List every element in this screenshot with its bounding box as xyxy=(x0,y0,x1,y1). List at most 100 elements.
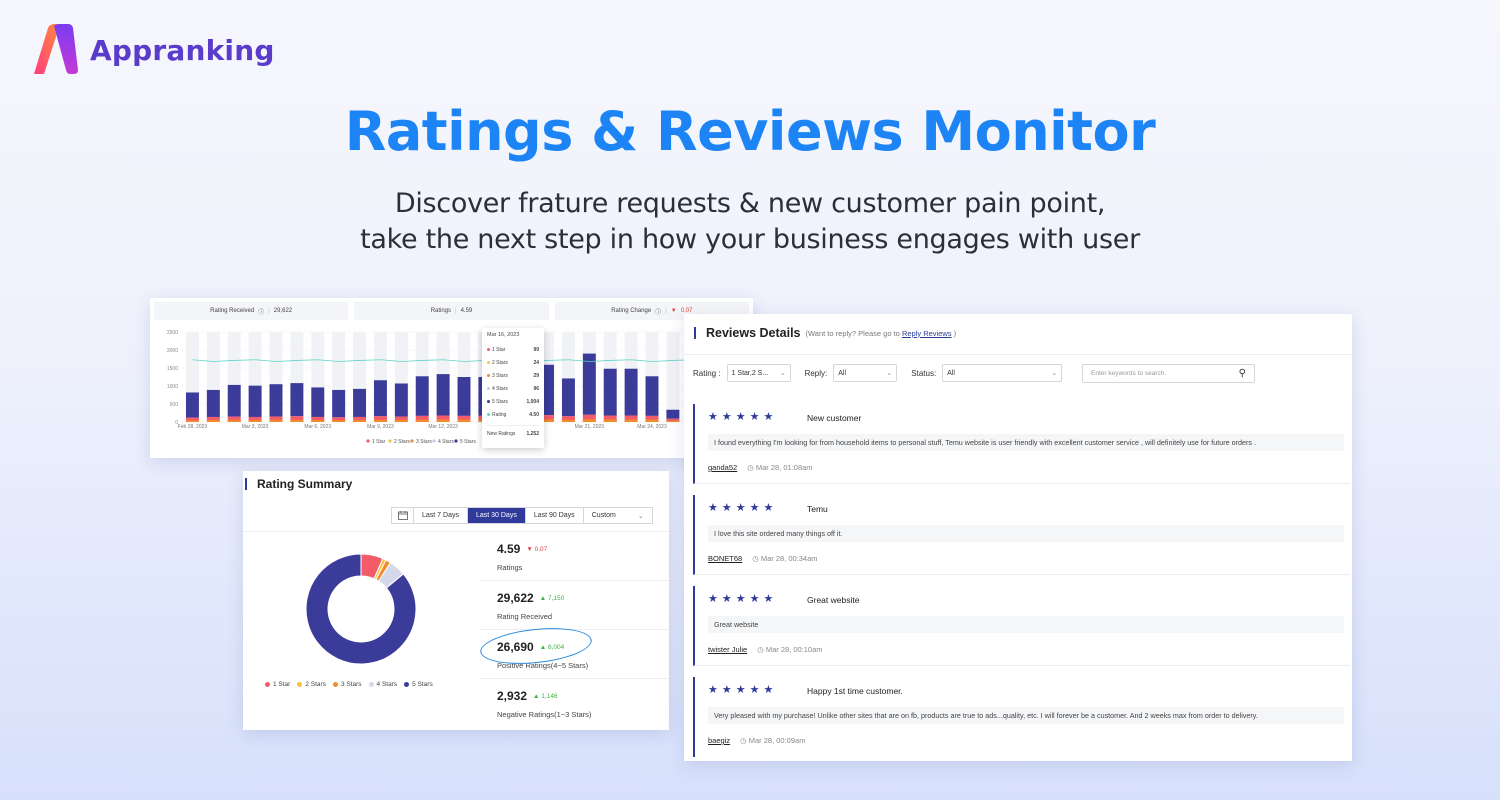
legend-dot xyxy=(404,681,410,687)
x-tick-label: Mar 6, 2023 xyxy=(304,424,331,430)
review-item: ★★★★★ Temu I love this site ordered many… xyxy=(693,495,1350,575)
bar-5-stars xyxy=(624,368,638,416)
chevron-down-icon: ⌄ xyxy=(1051,370,1058,377)
bar-1-star xyxy=(457,415,471,422)
stat-change-value: 0.07 xyxy=(534,545,548,553)
bar-5-stars xyxy=(415,376,429,416)
bar-1-star xyxy=(227,416,241,422)
stat-change: ▼ 0.07 xyxy=(526,546,547,553)
bar-1-star xyxy=(436,415,450,422)
rating-trend-panel: Rating Received ⓘ | 29,622 Ratings | 4.59 Rat… xyxy=(150,298,753,458)
bar-1-star xyxy=(353,416,367,422)
review-user-link[interactable]: BONET68 xyxy=(708,554,743,563)
tooltip-row: 5 Stars 1,004 xyxy=(487,395,539,408)
tooltip-row-value: 99 xyxy=(533,346,539,353)
legend-dot xyxy=(368,681,374,687)
tooltip-dot xyxy=(487,412,490,416)
legend-dot xyxy=(265,681,270,687)
stat-change: ▲ 7,150 xyxy=(540,595,565,602)
ratings-donut-chart xyxy=(305,553,417,665)
title-accent-bar xyxy=(694,327,696,339)
review-user-link[interactable]: twister Julie xyxy=(708,645,748,654)
custom-range-select[interactable]: Custom ⌄ xyxy=(584,508,652,523)
stat-label: Ratings xyxy=(497,563,523,572)
x-tick-label: Mar 24, 2023 xyxy=(637,424,667,430)
review-stars: ★★★★★ xyxy=(708,684,778,696)
legend-label: 2 Stars xyxy=(394,439,410,445)
chart-tooltip: Mar 16, 2023 1 Star 99 2 Stars 24 3 Stars 29 4… xyxy=(482,328,544,448)
rating-summary-title-text: Rating Summary xyxy=(257,477,353,491)
metric-separator: | xyxy=(665,308,667,314)
stat-label: Rating Received xyxy=(497,612,553,621)
tab-last-30-days[interactable]: Last 30 Days xyxy=(467,508,526,523)
bar-5-stars xyxy=(353,388,367,417)
tooltip-row-value: 96 xyxy=(533,385,539,392)
review-user-link[interactable]: ganda52 xyxy=(708,463,738,472)
bar-3-stars xyxy=(561,419,575,422)
tooltip-row: 3 Stars 29 xyxy=(487,369,539,382)
bar-1-star xyxy=(373,416,387,422)
bar-3-stars xyxy=(415,419,429,422)
review-body: I found everything I'm looking for from … xyxy=(708,434,1344,451)
y-tick-label: 2000 xyxy=(167,348,178,354)
tooltip-row-label: 5 Stars xyxy=(487,399,508,405)
review-stars: ★★★★★ xyxy=(708,593,778,605)
bar-5-stars xyxy=(666,409,680,419)
metric-label: Ratings xyxy=(430,308,452,314)
review-time-value: Mar 28, 00:09am xyxy=(748,736,806,745)
bar-1-star xyxy=(394,416,408,422)
bar-1-star xyxy=(206,416,220,422)
bar-1-star xyxy=(269,416,283,422)
reply-filter-select[interactable]: All ⌄ xyxy=(833,364,898,382)
review-body: Great website xyxy=(708,616,1344,633)
tab-last-7-days[interactable]: Last 7 Days xyxy=(414,508,468,523)
status-filter-select[interactable]: All ⌄ xyxy=(942,364,1063,382)
review-search-input[interactable]: Enter keywords to search. ⚲ xyxy=(1082,364,1255,383)
legend-dot xyxy=(332,681,338,687)
tab-last-90-days[interactable]: Last 90 Days xyxy=(526,508,584,523)
review-title: Happy 1st time customer. xyxy=(807,686,903,696)
tooltip-dot xyxy=(487,399,490,403)
stat-label: Negative Ratings(1~3 Stars) xyxy=(497,710,592,719)
tooltip-row-value: 1,004 xyxy=(526,398,539,405)
rating-filter-select[interactable]: 1 Star,2 S... ⌄ xyxy=(726,364,791,382)
chevron-down-icon: ⌄ xyxy=(637,512,644,520)
tooltip-row-value: 29 xyxy=(533,372,539,379)
legend-3-stars: 3 Stars xyxy=(332,681,362,688)
bar-3-stars xyxy=(624,419,638,422)
reply-reviews-link[interactable]: Reply Reviews xyxy=(901,328,952,338)
tooltip-row: Rating 4.50 xyxy=(487,408,539,421)
metric-ratings: Ratings | 4.59 xyxy=(354,302,549,320)
bar-5-stars xyxy=(541,364,555,416)
chevron-down-icon: ⌄ xyxy=(886,370,893,377)
reviews-header: Reviews Details (Want to reply? Please g… xyxy=(694,326,956,340)
bar-3-stars xyxy=(582,419,596,422)
x-tick-label: Feb 28, 2023 xyxy=(178,424,208,430)
stat-change: ▲ 6,004 xyxy=(540,644,565,651)
stat-change-value: 1,146 xyxy=(541,692,558,700)
legend-2-stars: 2 Stars xyxy=(297,681,326,688)
review-user-link[interactable]: baegiz xyxy=(708,736,731,745)
bar-5-stars xyxy=(206,389,220,417)
metric-value: 0.07 xyxy=(680,308,693,314)
tooltip-row-label: 3 Stars xyxy=(487,373,508,379)
reviews-title: Reviews Details xyxy=(706,326,801,340)
review-time-value: Mar 28, 00:34am xyxy=(760,554,818,563)
calendar-icon[interactable] xyxy=(392,508,414,523)
review-meta: ganda52 ◷ Mar 28, 01:08am xyxy=(708,463,813,472)
bar-3-stars xyxy=(311,419,325,422)
bar-3-stars xyxy=(185,420,199,422)
custom-range-label: Custom xyxy=(591,512,616,519)
review-meta: twister Julie ◷ Mar 28, 00:10am xyxy=(708,645,823,654)
bar-5-stars xyxy=(332,389,346,418)
search-icon[interactable]: ⚲ xyxy=(1238,368,1246,379)
status-filter-label: Status: xyxy=(911,368,937,378)
stat-ratings: 4.59 ▼ 0.07 Ratings xyxy=(479,532,669,581)
stat-value: 4.59 xyxy=(497,542,521,556)
x-tick-label: Mar 9, 2023 xyxy=(367,424,394,430)
bar-5-stars xyxy=(561,378,575,417)
bar-5-stars xyxy=(227,384,241,417)
tooltip-dot xyxy=(487,360,490,364)
clock-icon: ◷ xyxy=(740,736,747,745)
bar-3-stars xyxy=(541,419,555,422)
